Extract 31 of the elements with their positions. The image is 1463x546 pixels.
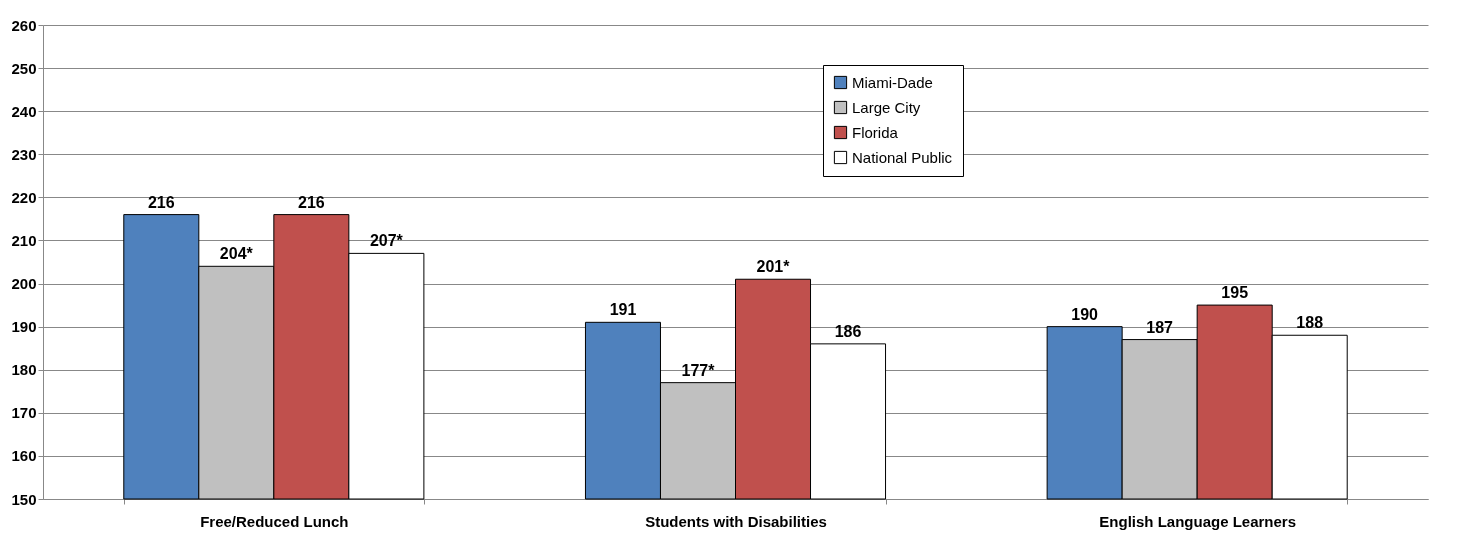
- y-tick-label: 250: [11, 59, 37, 77]
- data-label: 188: [1296, 314, 1324, 332]
- y-tick-label: 160: [11, 447, 37, 465]
- data-label: 186: [834, 322, 862, 340]
- legend-label: Large City: [852, 98, 921, 116]
- y-tick-label: 260: [11, 16, 37, 34]
- y-tick-label: 230: [11, 145, 37, 163]
- data-label: 190: [1071, 305, 1099, 323]
- y-tick-label: 150: [11, 490, 37, 508]
- y-tick-label: 170: [11, 404, 37, 422]
- data-label: 216: [147, 193, 175, 211]
- y-tick-label: 210: [11, 231, 37, 249]
- y-tick-label: 200: [11, 275, 37, 293]
- data-label: 177*: [681, 361, 716, 379]
- y-tick-label: 240: [11, 102, 37, 120]
- data-label: 204*: [219, 245, 254, 263]
- legend-label: Miami-Dade: [852, 73, 933, 91]
- data-label: 195: [1221, 284, 1249, 302]
- data-label: 216: [297, 193, 325, 211]
- legend-label: National Public: [852, 148, 953, 166]
- x-tick-label: English Language Learners: [1099, 512, 1297, 530]
- y-tick-label: 180: [11, 361, 37, 379]
- data-label: 201*: [756, 258, 791, 276]
- x-tick-label: Free/Reduced Lunch: [200, 512, 349, 530]
- data-label: 187: [1146, 318, 1174, 336]
- y-tick-label: 190: [11, 318, 37, 336]
- y-tick-label: 220: [11, 188, 37, 206]
- x-tick-label: Students with Disabilities: [645, 512, 827, 530]
- data-label: 207*: [369, 232, 404, 250]
- legend-label: Florida: [852, 123, 899, 141]
- data-label: 191: [609, 301, 637, 319]
